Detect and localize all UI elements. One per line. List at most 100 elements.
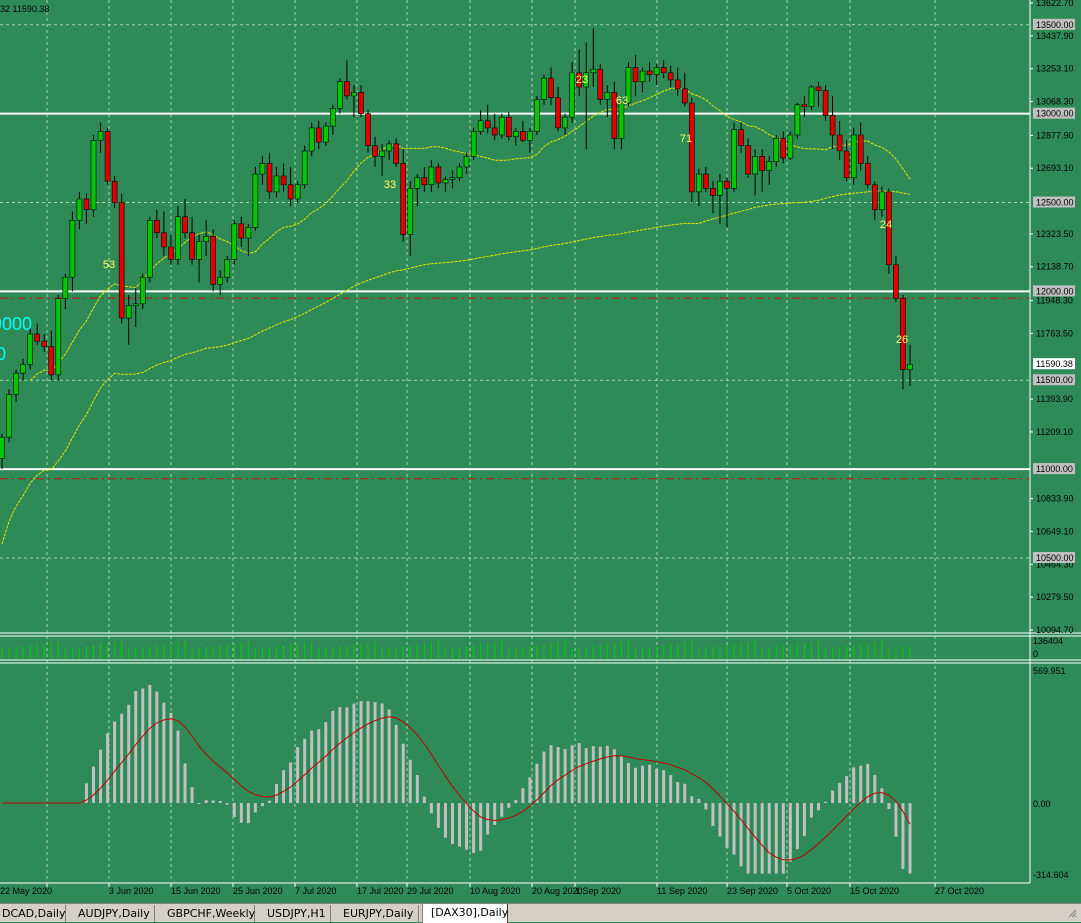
- candle-body: [604, 92, 611, 100]
- candle-body: [520, 131, 526, 141]
- candle-body: [111, 180, 118, 203]
- tab-eurjpy-daily[interactable]: EURJPY,Daily: [335, 905, 419, 922]
- volume-max-label: 136404: [1033, 636, 1063, 646]
- volume-min-label: 0: [1033, 649, 1038, 659]
- price-axis-label: 12138.70: [1036, 262, 1074, 272]
- candle-body: [97, 131, 104, 141]
- candle-body: [562, 116, 568, 129]
- candle-body: [168, 246, 174, 260]
- tab-dax30-daily[interactable]: [DAX30],Daily: [422, 904, 508, 923]
- current-price-label: 11590.38: [1036, 359, 1073, 369]
- candle-body: [280, 175, 287, 186]
- candle-body: [611, 92, 618, 139]
- candle-body: [872, 184, 878, 210]
- candle-body: [125, 305, 132, 319]
- candle-body: [850, 134, 857, 178]
- axes: 13622.70 13437.90 13253.10 13068.30 12877.90…: [0, 0, 1081, 896]
- date-axis-label: 15 Oct 2020: [850, 886, 899, 896]
- date-axis-label: 10 Aug 2020: [470, 886, 521, 896]
- candle-body: [463, 156, 470, 168]
- candle-body: [759, 156, 765, 171]
- level-tag-label: 12000.00: [1036, 286, 1074, 296]
- key-levels: [0, 112, 1030, 480]
- count-label: 53: [103, 259, 115, 271]
- resize-grip-icon[interactable]: [1067, 908, 1077, 918]
- candle-body: [660, 67, 667, 74]
- date-axis-label: 1 Sep 2020: [575, 886, 621, 896]
- candle-body: [583, 72, 590, 88]
- candle-body: [259, 163, 266, 175]
- candle-body: [203, 235, 209, 242]
- candle-body: [252, 173, 259, 228]
- candle-body: [330, 108, 336, 127]
- candle-body: [590, 68, 597, 74]
- macd-min-label: -314.604: [1033, 870, 1069, 880]
- candle-body: [139, 276, 146, 305]
- candle-body: [351, 92, 357, 97]
- candle-body: [879, 191, 885, 210]
- tab-dcad-daily[interactable]: DCAD,Daily: [0, 905, 66, 922]
- level-tag: [1033, 285, 1075, 297]
- candle-body: [210, 235, 216, 285]
- price-axis-label: 13253.10: [1036, 64, 1074, 74]
- date-axis-label: 17 Jul 2020: [357, 886, 404, 896]
- candle-body: [808, 86, 815, 107]
- price-axis-label: 12693.10: [1036, 163, 1074, 173]
- candle-body: [435, 166, 442, 184]
- candle-body: [836, 134, 843, 152]
- count-label: 26: [896, 334, 908, 346]
- moving-averages: [1, 87, 911, 544]
- candle-body: [34, 333, 40, 342]
- candle-body: [55, 298, 62, 376]
- candle-body: [541, 77, 547, 100]
- candle-body: [773, 138, 780, 162]
- date-axis-label: 27 Oct 2020: [935, 886, 984, 896]
- candle-body: [154, 219, 160, 234]
- candle-body: [224, 259, 231, 278]
- candle-body: [231, 223, 238, 260]
- candlestick-series: [0, 28, 913, 470]
- candle-body: [400, 163, 407, 235]
- candle-body: [76, 198, 83, 221]
- candle-body: [667, 72, 674, 81]
- candle-body: [182, 216, 188, 234]
- chart-header: 32 11590.38: [0, 4, 49, 14]
- macd-panel: [2, 685, 912, 874]
- candle-body: [386, 143, 392, 152]
- candle-body: [407, 188, 414, 235]
- candle-body: [822, 90, 829, 116]
- candle-body: [703, 173, 709, 189]
- level-tag: [1033, 196, 1075, 208]
- candle-body: [780, 138, 787, 159]
- tab-usdjpy-h1[interactable]: USDJPY,H1: [259, 905, 331, 922]
- count-labels: 53 33 23 63 71 24 26: [103, 74, 908, 346]
- candle-body: [118, 202, 125, 319]
- candle-body: [907, 363, 913, 370]
- candle-body: [90, 140, 97, 210]
- price-axis-label: 10464.30: [1036, 559, 1074, 569]
- tab-gbpchf-weekly[interactable]: GBPCHF,Weekly: [159, 905, 255, 922]
- candle-body: [696, 173, 702, 193]
- tab-audjpy-daily[interactable]: AUDJPY,Daily: [70, 905, 155, 922]
- price-axis-label: 12323.50: [1036, 229, 1074, 239]
- candle-body: [132, 303, 139, 306]
- candle-body: [442, 179, 449, 184]
- macd-zero-label: 0.00: [1033, 799, 1051, 809]
- candle-body: [477, 120, 484, 132]
- candle-body: [555, 97, 561, 129]
- date-axis-label: 7 Jul 2020: [295, 886, 337, 896]
- candle-body: [752, 156, 758, 175]
- level-tag: [1033, 463, 1075, 475]
- candle-body: [653, 67, 660, 75]
- candle-body: [484, 120, 491, 129]
- date-axis-label: 15 Jun 2020: [171, 886, 221, 896]
- candle-body: [900, 298, 906, 370]
- macd-signal-line: [2, 716, 911, 861]
- price-axis-label: 12877.90: [1036, 130, 1074, 140]
- candle-body: [48, 346, 55, 376]
- candle-body: [731, 129, 737, 189]
- candle-body: [646, 70, 653, 75]
- candle-body: [639, 70, 646, 82]
- price-axis-label: 10649.10: [1036, 526, 1074, 536]
